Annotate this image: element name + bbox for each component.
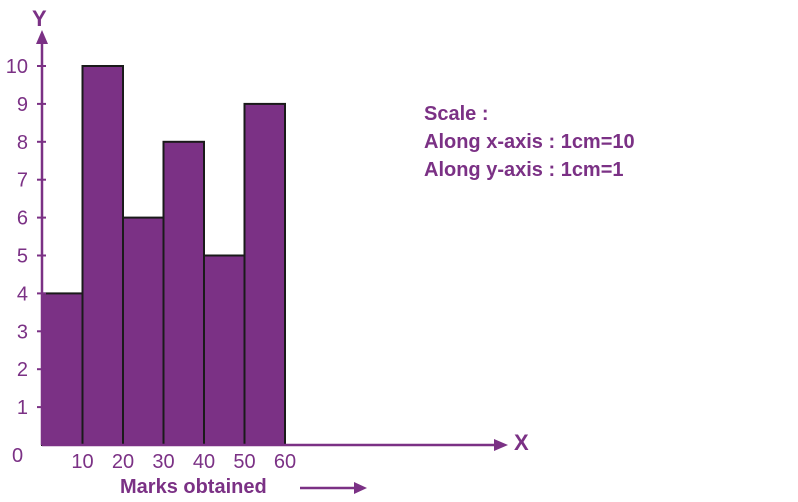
- y-tick-label-2: 2: [17, 359, 28, 381]
- scale-heading: Scale :: [424, 103, 489, 125]
- y-axis-letter: Y: [32, 6, 47, 31]
- bar-50-60: [243, 102, 286, 447]
- bar-40-50: [203, 254, 246, 446]
- y-tick-label-5: 5: [17, 246, 28, 268]
- origin-label: 0: [12, 445, 23, 467]
- x-axis-title-arrowhead: [354, 482, 367, 494]
- y-ticks-group: 1 2 3 4 5 6 7 8 9 10: [6, 56, 46, 419]
- y-tick-label-9: 9: [17, 94, 28, 116]
- x-tick-label-50: 50: [233, 451, 255, 473]
- bar-20-30: [122, 216, 165, 446]
- y-tick-label-1: 1: [17, 397, 28, 419]
- x-axis-title: Marks obtained: [120, 476, 267, 498]
- bar-30-40: [162, 140, 205, 447]
- x-tick-label-30: 30: [152, 451, 174, 473]
- y-tick-label-8: 8: [17, 132, 28, 154]
- x-ticks-group: 10 20 30 40 50 60: [71, 451, 296, 473]
- x-tick-label-60: 60: [274, 451, 296, 473]
- y-tick-label-3: 3: [17, 321, 28, 343]
- x-tick-label-10: 10: [71, 451, 93, 473]
- x-tick-label-20: 20: [112, 451, 134, 473]
- bar-10-20: [81, 65, 124, 446]
- y-tick-label-6: 6: [17, 208, 28, 230]
- scale-y-line: Along y-axis : 1cm=1: [424, 159, 624, 181]
- y-tick-label-4: 4: [17, 283, 28, 305]
- scale-note: Scale : Along x-axis : 1cm=10 Along y-ax…: [424, 100, 635, 184]
- scale-x-line: Along x-axis : 1cm=10: [424, 131, 635, 153]
- y-axis-arrowhead: [36, 30, 48, 44]
- y-tick-label-10: 10: [6, 56, 28, 78]
- x-axis-letter: X: [514, 430, 529, 455]
- x-tick-label-40: 40: [193, 451, 215, 473]
- y-tick-label-7: 7: [17, 170, 28, 192]
- x-axis-arrowhead: [494, 439, 508, 451]
- bar-0-10: [41, 292, 84, 446]
- bars-group: [41, 65, 286, 447]
